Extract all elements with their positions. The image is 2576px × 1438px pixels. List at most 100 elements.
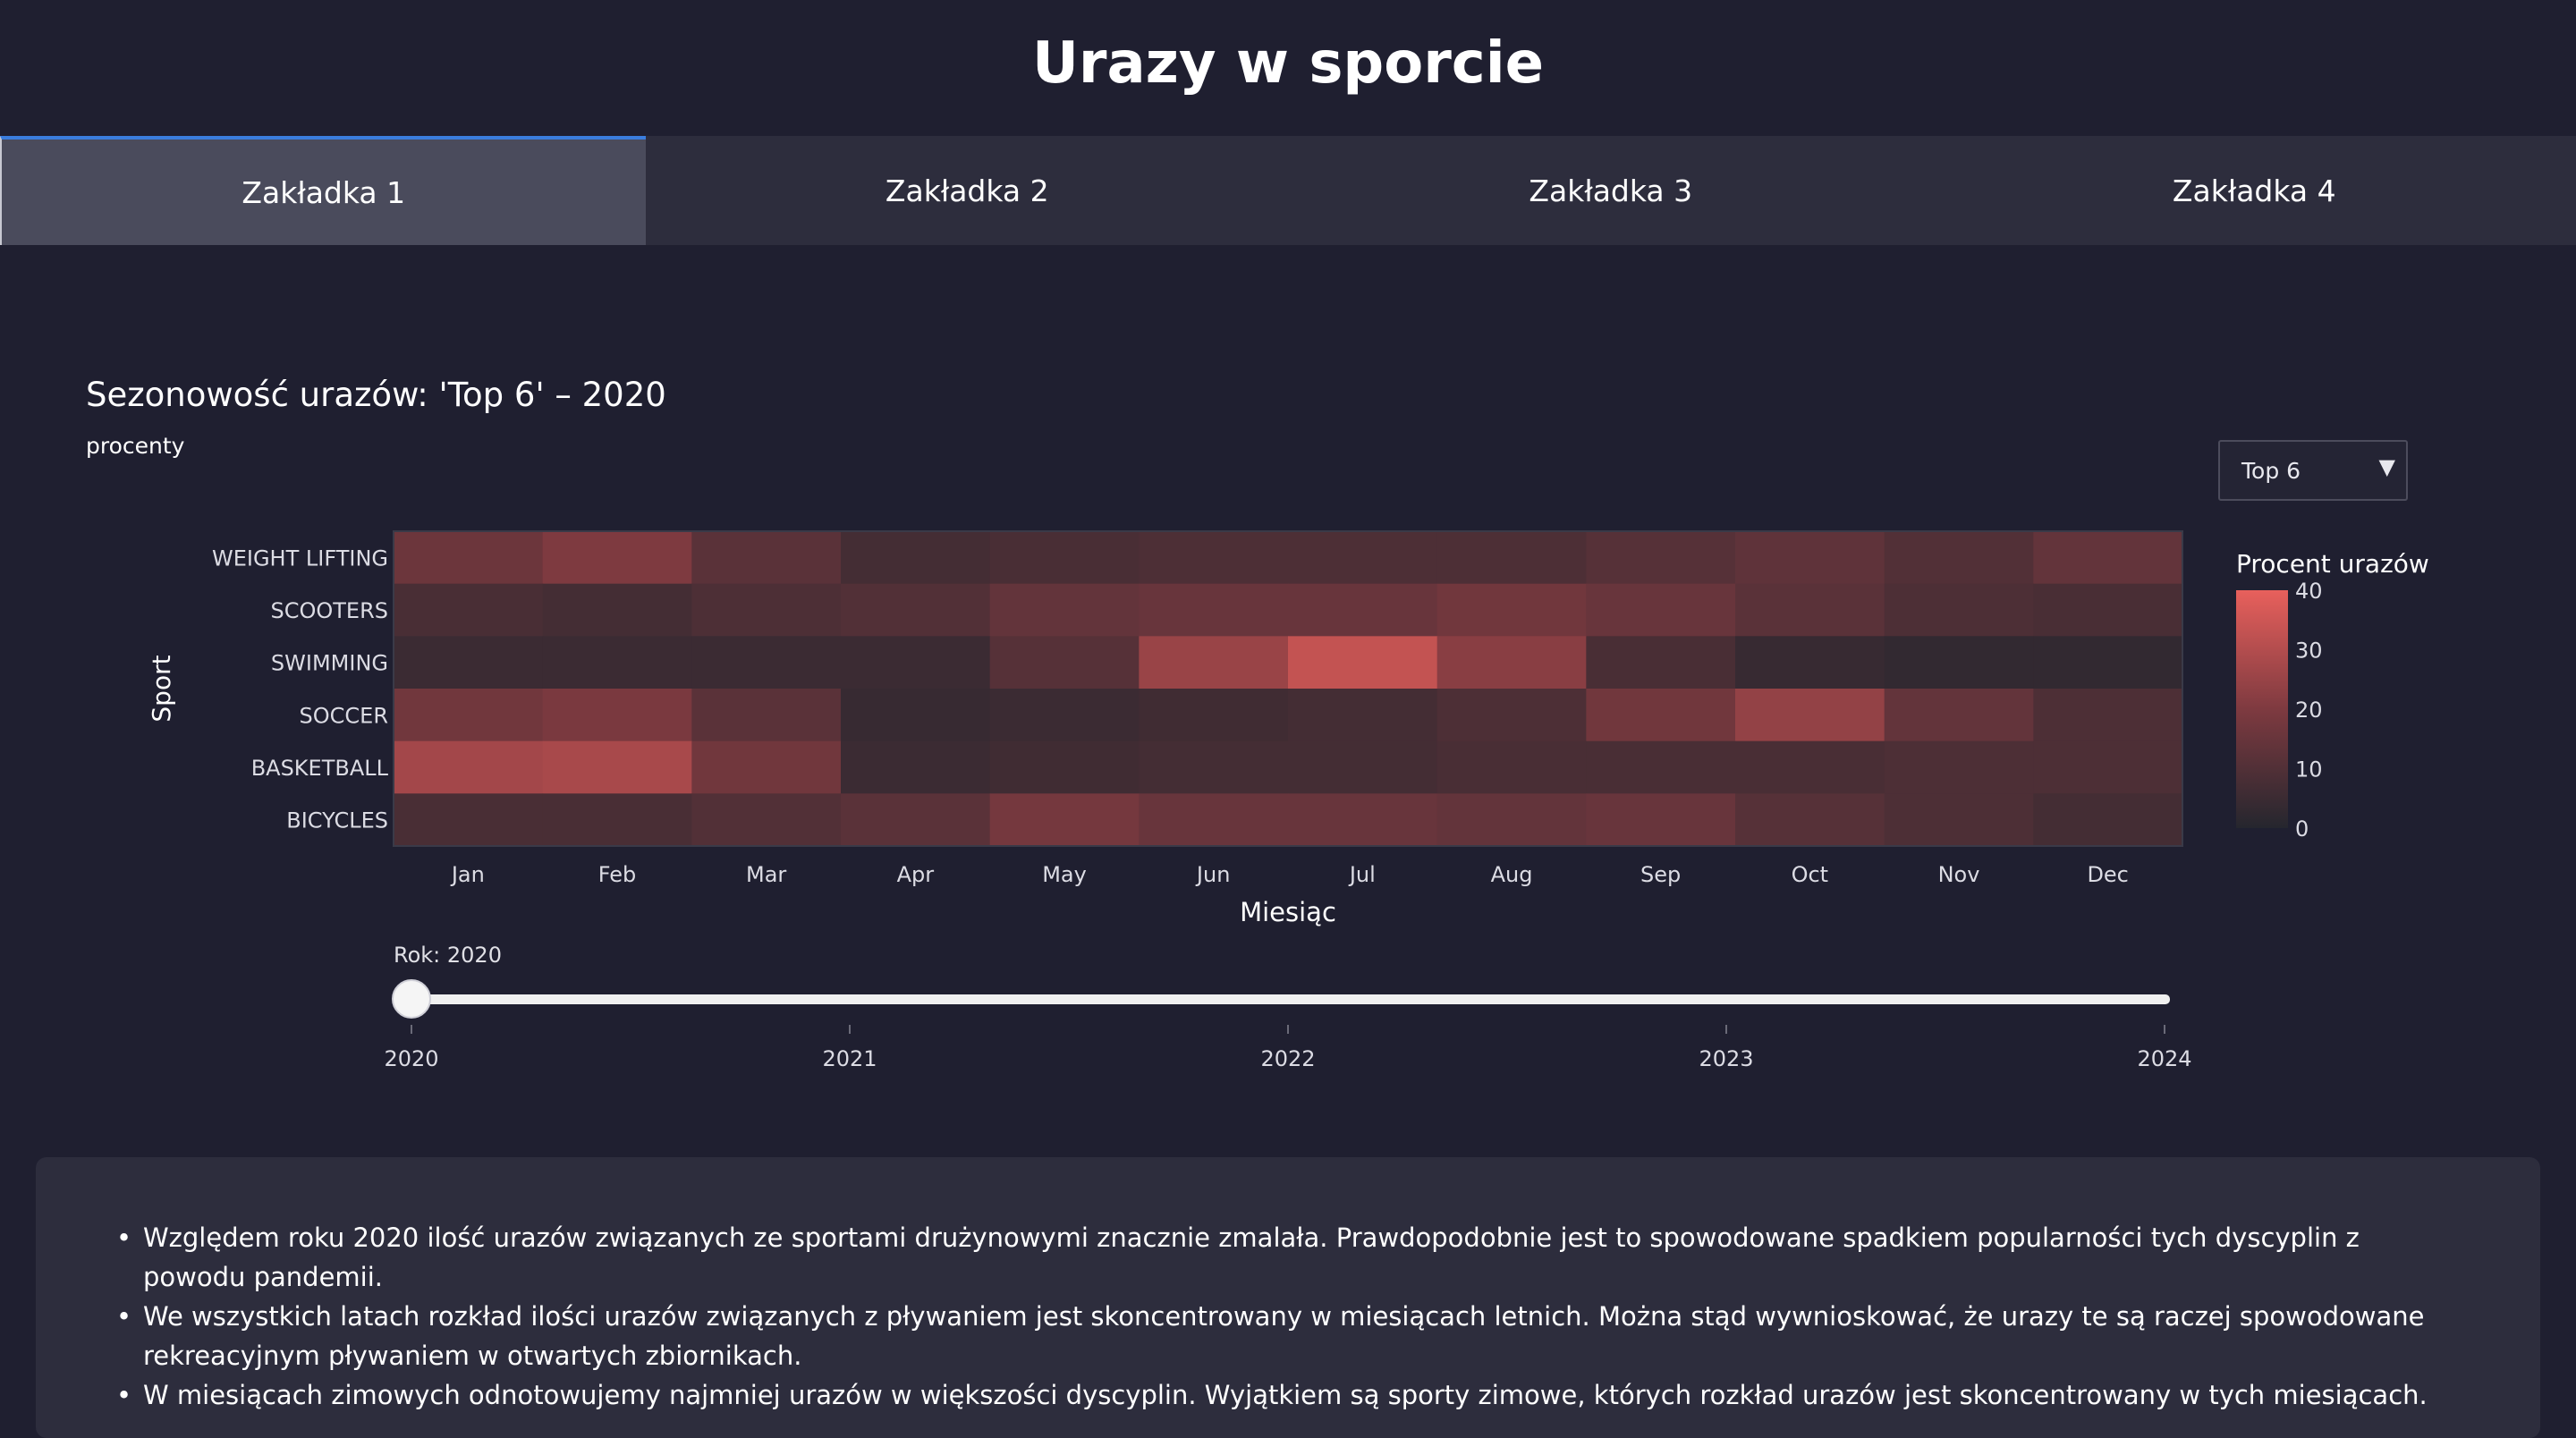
chart-panel: WEIGHT LIFTING SCOOTERS SWIMMING SOCCER BASK…: [0, 340, 2576, 1127]
heatmap-cell: [1586, 583, 1736, 637]
heatmap-cell: [1436, 689, 1587, 742]
y-axis-title: Sport: [147, 655, 176, 722]
page-title: Urazy w sporcie: [1031, 30, 1545, 97]
note-item: Względem roku 2020 ilość urazów związany…: [116, 1218, 2540, 1297]
colorbar-tick-label: 0: [2295, 816, 2309, 842]
heatmap-cell: [1288, 583, 1438, 637]
tab-1[interactable]: Zakładka 1: [0, 136, 646, 245]
heatmap-cell: [1436, 740, 1587, 794]
y-tick-label: WEIGHT LIFTING: [212, 546, 388, 571]
heatmap-cell: [989, 689, 1140, 742]
heatmap-cell: [542, 636, 692, 689]
heatmap-cell: [2033, 689, 2183, 742]
y-tick-label: SOCCER: [300, 703, 388, 728]
x-tick-label: Oct: [1792, 862, 1829, 887]
heatmap-cell: [989, 636, 1140, 689]
heatmap-cell: [1139, 689, 1289, 742]
slider-tick-label: 2024: [2137, 1046, 2191, 1071]
heatmap-cell: [1586, 636, 1736, 689]
heatmap-cell: [2033, 531, 2183, 585]
y-tick-label: BASKETBALL: [251, 756, 389, 781]
x-tick-label: Dec: [2087, 862, 2128, 887]
heatmap-cell: [2033, 583, 2183, 637]
heatmap-cell: [1139, 740, 1289, 794]
heatmap-cell: [841, 689, 991, 742]
y-tick-label: SCOOTERS: [270, 598, 388, 623]
heatmap-cell: [1288, 531, 1438, 585]
heatmap-cell: [1436, 531, 1587, 585]
heatmap-cell: [1884, 531, 2034, 585]
colorbar-tick-label: 20: [2295, 698, 2323, 723]
colorbar: [2236, 590, 2288, 828]
heatmap-cell: [1735, 740, 1885, 794]
heatmap-cell: [2033, 636, 2183, 689]
heatmap-cell: [691, 793, 842, 847]
heatmap-cell: [1884, 740, 2034, 794]
colorbar-tick-label: 10: [2295, 757, 2323, 782]
heatmap-cell: [1735, 689, 1885, 742]
heatmap-cell: [542, 740, 692, 794]
slider-track[interactable]: [401, 994, 2170, 1004]
x-tick-label: Nov: [1938, 862, 1980, 887]
slider-label: Rok: 2020: [394, 943, 502, 968]
heatmap-cell: [2033, 740, 2183, 794]
heatmap-cell: [1139, 583, 1289, 637]
x-tick-label: Apr: [897, 862, 935, 887]
note-item: W miesiącach zimowych odnotowujemy najmn…: [116, 1375, 2540, 1415]
x-axis-title: Miesiąc: [1240, 897, 1336, 927]
heatmap-cell: [841, 740, 991, 794]
x-tick-label: Jan: [450, 862, 485, 887]
heatmap-chart: WEIGHT LIFTING SCOOTERS SWIMMING SOCCER BASK…: [147, 530, 2429, 1071]
heatmap-cell: [841, 793, 991, 847]
dropdown-value: Top 6: [2241, 457, 2301, 484]
heatmap-cell: [1586, 689, 1736, 742]
heatmap-cell: [841, 531, 991, 585]
colorbar-tick-label: 40: [2295, 579, 2323, 604]
heatmap-cell: [542, 689, 692, 742]
note-item: We wszystkich latach rozkład ilości uraz…: [116, 1297, 2540, 1375]
heatmap-cell: [691, 689, 842, 742]
y-tick-label: SWIMMING: [271, 651, 388, 676]
slider-tick-label: 2020: [384, 1046, 438, 1071]
y-tick-label: BICYCLES: [286, 808, 388, 833]
tab-4[interactable]: Zakładka 4: [2172, 173, 2336, 208]
heatmap-cell: [394, 689, 544, 742]
heatmap-cell: [1139, 636, 1289, 689]
notes-panel: Względem roku 2020 ilość urazów związany…: [36, 1157, 2540, 1438]
x-tick-label: Jun: [1195, 862, 1231, 887]
heatmap-cell: [841, 636, 991, 689]
heatmap-cell: [1139, 531, 1289, 585]
colorbar-title: Procent urazów: [2236, 549, 2429, 579]
heatmap-cell: [1735, 583, 1885, 637]
slider-tick-label: 2023: [1699, 1046, 1753, 1071]
heatmap-cell: [691, 583, 842, 637]
heatmap-cell: [691, 531, 842, 585]
tab-3[interactable]: Zakładka 3: [1529, 173, 1693, 208]
heatmap-cell: [1884, 689, 2034, 742]
heatmap-cell: [1586, 793, 1736, 847]
heatmap-cell: [691, 636, 842, 689]
x-tick-label: Feb: [598, 862, 637, 887]
heatmap-cell: [394, 531, 544, 585]
x-tick-label: Sep: [1640, 862, 1681, 887]
tab-bar: Zakładka 1 Zakładka 2 Zakładka 3 Zakładk…: [0, 136, 2576, 245]
top-n-dropdown[interactable]: Top 6 ▼: [2218, 440, 2408, 501]
slider-tick-label: 2022: [1260, 1046, 1315, 1071]
chart-subtitle: procenty: [86, 433, 185, 459]
heatmap-cell: [1288, 636, 1438, 689]
heatmap-cell: [394, 636, 544, 689]
chevron-down-icon: ▼: [2378, 454, 2395, 479]
heatmap-cell: [1436, 636, 1587, 689]
x-tick-label: Aug: [1491, 862, 1533, 887]
slider-handle[interactable]: [392, 979, 431, 1019]
chart-title: Sezonowość urazów: 'Top 6' – 2020: [86, 376, 666, 414]
tab-2[interactable]: Zakładka 2: [885, 173, 1049, 208]
heatmap-cell: [1735, 636, 1885, 689]
heatmap-cell: [394, 740, 544, 794]
slider-tick-label: 2021: [822, 1046, 877, 1071]
heatmap-cell: [1288, 740, 1438, 794]
heatmap-cell: [1586, 531, 1736, 585]
heatmap-cell: [989, 740, 1140, 794]
heatmap-cell: [2033, 793, 2183, 847]
heatmap-cell: [1884, 636, 2034, 689]
